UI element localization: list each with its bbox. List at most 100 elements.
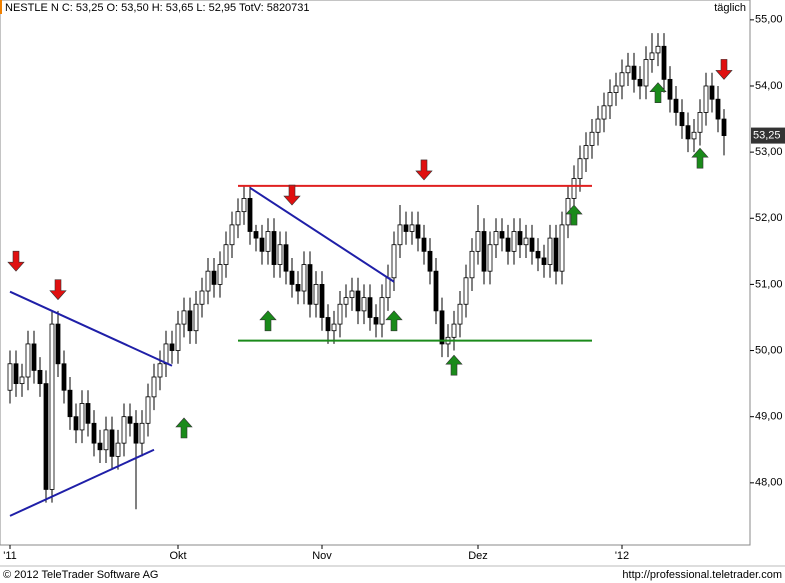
- candle-body: [307, 264, 313, 305]
- candle-body: [391, 244, 397, 279]
- y-tick-label: 51,00: [755, 278, 783, 290]
- candle-body: [457, 303, 463, 325]
- candle-body: [367, 297, 373, 318]
- candle-body: [79, 403, 85, 431]
- candle-body: [379, 297, 385, 325]
- candle-body: [211, 270, 217, 285]
- candle-body: [145, 396, 151, 424]
- candle-body: [49, 323, 55, 490]
- candle-body: [463, 277, 469, 305]
- signal-arrow: [385, 310, 403, 332]
- candle-body: [37, 369, 43, 385]
- candle-body: [721, 118, 727, 136]
- candle-body: [487, 244, 493, 272]
- y-tick-label: 54,00: [755, 80, 783, 92]
- candle-body: [547, 237, 553, 265]
- candle-body: [679, 112, 685, 127]
- candle-body: [349, 290, 355, 299]
- corner-mark: [0, 0, 2, 14]
- candle-body: [493, 231, 499, 246]
- candle-body: [673, 98, 679, 113]
- candle-body: [229, 224, 235, 246]
- candle-body: [559, 224, 565, 272]
- candle-body: [43, 383, 49, 490]
- candle-body: [289, 270, 295, 285]
- candle-body: [331, 323, 337, 332]
- candle-body: [19, 376, 25, 385]
- candle-body: [91, 422, 97, 444]
- candle-body: [313, 284, 319, 305]
- candle-body: [295, 284, 301, 292]
- candle-body: [529, 237, 535, 252]
- candle-body: [301, 264, 307, 292]
- candle-body: [541, 257, 547, 265]
- candle-body: [427, 250, 433, 272]
- signal-arrow: [7, 250, 25, 272]
- candle-body: [151, 376, 157, 398]
- signal-arrow: [649, 82, 667, 103]
- signal-arrow: [283, 184, 301, 206]
- candle-body: [409, 224, 415, 232]
- candle-body: [205, 270, 211, 292]
- signal-arrow: [715, 59, 733, 80]
- signal-arrow: [175, 417, 193, 439]
- candle-body: [343, 297, 349, 305]
- candle-body: [241, 198, 247, 213]
- candle-body: [691, 131, 697, 140]
- x-tick-label: Dez: [468, 550, 488, 562]
- x-tick-label: Okt: [169, 550, 186, 562]
- candle-body: [583, 145, 589, 160]
- candle-body: [337, 303, 343, 325]
- candle-body: [373, 317, 379, 325]
- trendline: [249, 187, 395, 283]
- candle-body: [217, 264, 223, 285]
- period: täglich: [714, 2, 746, 14]
- signal-arrow: [415, 159, 433, 181]
- signal-arrow: [565, 204, 583, 226]
- candle-body: [421, 237, 427, 252]
- candle-body: [661, 45, 667, 80]
- candle-body: [133, 422, 139, 444]
- candle-body: [235, 211, 241, 226]
- signal-arrow: [445, 354, 463, 376]
- signal-arrow: [49, 279, 67, 301]
- trendline: [9, 448, 155, 517]
- candle-body: [499, 231, 505, 239]
- candle-body: [127, 416, 133, 424]
- candle-body: [655, 45, 661, 54]
- last-price-box: [751, 127, 785, 144]
- candle-body: [271, 231, 277, 265]
- footer-left: © 2012 TeleTrader Software AG: [3, 569, 158, 581]
- candle-body: [247, 198, 253, 232]
- candle-body: [385, 277, 391, 299]
- y-tick-label: 50,00: [755, 344, 783, 356]
- signal-arrow: [691, 147, 709, 169]
- candle-body: [259, 237, 265, 252]
- candle-body: [139, 422, 145, 444]
- candle-body: [613, 85, 619, 93]
- candle-body: [469, 250, 475, 279]
- candle-body: [595, 118, 601, 133]
- candle-body: [625, 65, 631, 74]
- y-tick-label: 55,00: [755, 14, 783, 26]
- candle-body: [403, 224, 409, 232]
- candle-body: [67, 389, 73, 418]
- signal-arrow: [259, 310, 277, 332]
- candle-body: [685, 125, 691, 140]
- candle-body: [481, 231, 487, 272]
- candle-body: [637, 78, 643, 87]
- candle-body: [451, 323, 457, 338]
- candle-body: [415, 224, 421, 239]
- y-tick-label: 49,00: [755, 411, 783, 423]
- candle-body: [73, 416, 79, 431]
- candle-body: [607, 92, 613, 107]
- candle-body: [283, 244, 289, 272]
- candle-body: [697, 112, 703, 133]
- candle-body: [715, 98, 721, 120]
- candle-body: [475, 231, 481, 252]
- candle-body: [319, 284, 325, 318]
- candle-body: [13, 363, 19, 385]
- candle-body: [517, 231, 523, 246]
- candle-body: [535, 250, 541, 259]
